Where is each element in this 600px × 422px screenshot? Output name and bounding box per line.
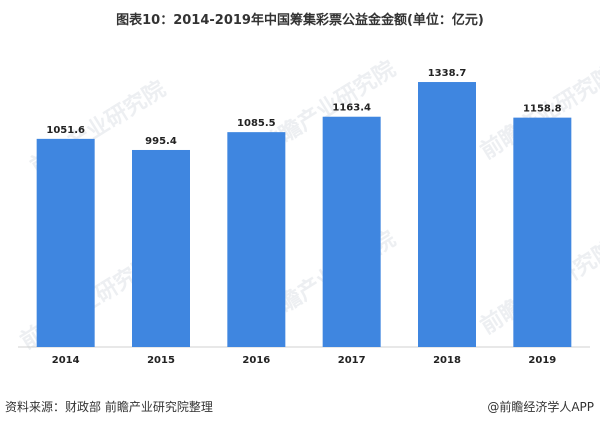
brand-note: @前瞻经济学人APP xyxy=(487,400,594,414)
x-tick-label: 2017 xyxy=(338,355,366,366)
bar-2018 xyxy=(418,82,476,347)
x-tick-label: 2014 xyxy=(52,355,80,366)
bar-2015 xyxy=(132,149,190,347)
x-tick-label: 2019 xyxy=(528,355,556,366)
data-label: 1338.7 xyxy=(428,68,467,79)
x-tick-label: 2016 xyxy=(242,355,270,366)
bar-2016 xyxy=(227,132,286,347)
data-label: 1051.6 xyxy=(46,125,85,136)
x-tick-label: 2018 xyxy=(433,355,461,366)
chart-title: 图表10：2014-2019年中国筹集彩票公益金金额(单位：亿元) xyxy=(116,13,484,28)
data-label: 1163.4 xyxy=(332,103,371,114)
data-label: 995.4 xyxy=(145,136,177,147)
x-tick-label: 2015 xyxy=(147,355,175,366)
data-label: 1085.5 xyxy=(237,118,276,129)
bar-2019 xyxy=(513,117,572,348)
source-note: 资料来源：财政部 前瞻产业研究院整理 xyxy=(5,400,213,414)
bar-2014 xyxy=(36,138,95,347)
bar-2017 xyxy=(322,116,381,347)
data-label: 1158.8 xyxy=(523,104,562,115)
